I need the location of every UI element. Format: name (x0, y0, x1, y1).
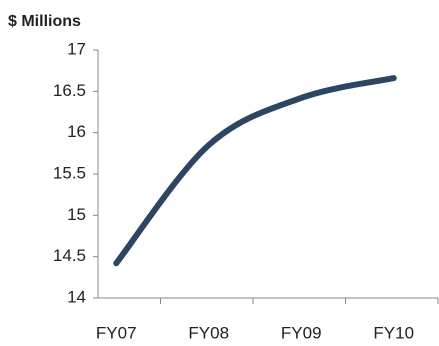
y-tick-label: 14 (67, 287, 86, 306)
x-tick-label: FY07 (96, 323, 137, 342)
y-tick-label: 15 (67, 205, 86, 224)
y-tick-label: 17 (67, 39, 86, 58)
line (113, 75, 397, 267)
y-tick-label: 16.5 (53, 81, 86, 100)
y-tick-label: 16 (67, 122, 86, 141)
y-tick-label: 15.5 (53, 163, 86, 182)
y-tick-label: 14.5 (53, 246, 86, 265)
x-tick-label: FY08 (188, 323, 229, 342)
y-axis-label: $ Millions (8, 13, 81, 30)
x-tick-label: FY09 (281, 323, 322, 342)
x-tick-label: FY10 (373, 323, 414, 342)
